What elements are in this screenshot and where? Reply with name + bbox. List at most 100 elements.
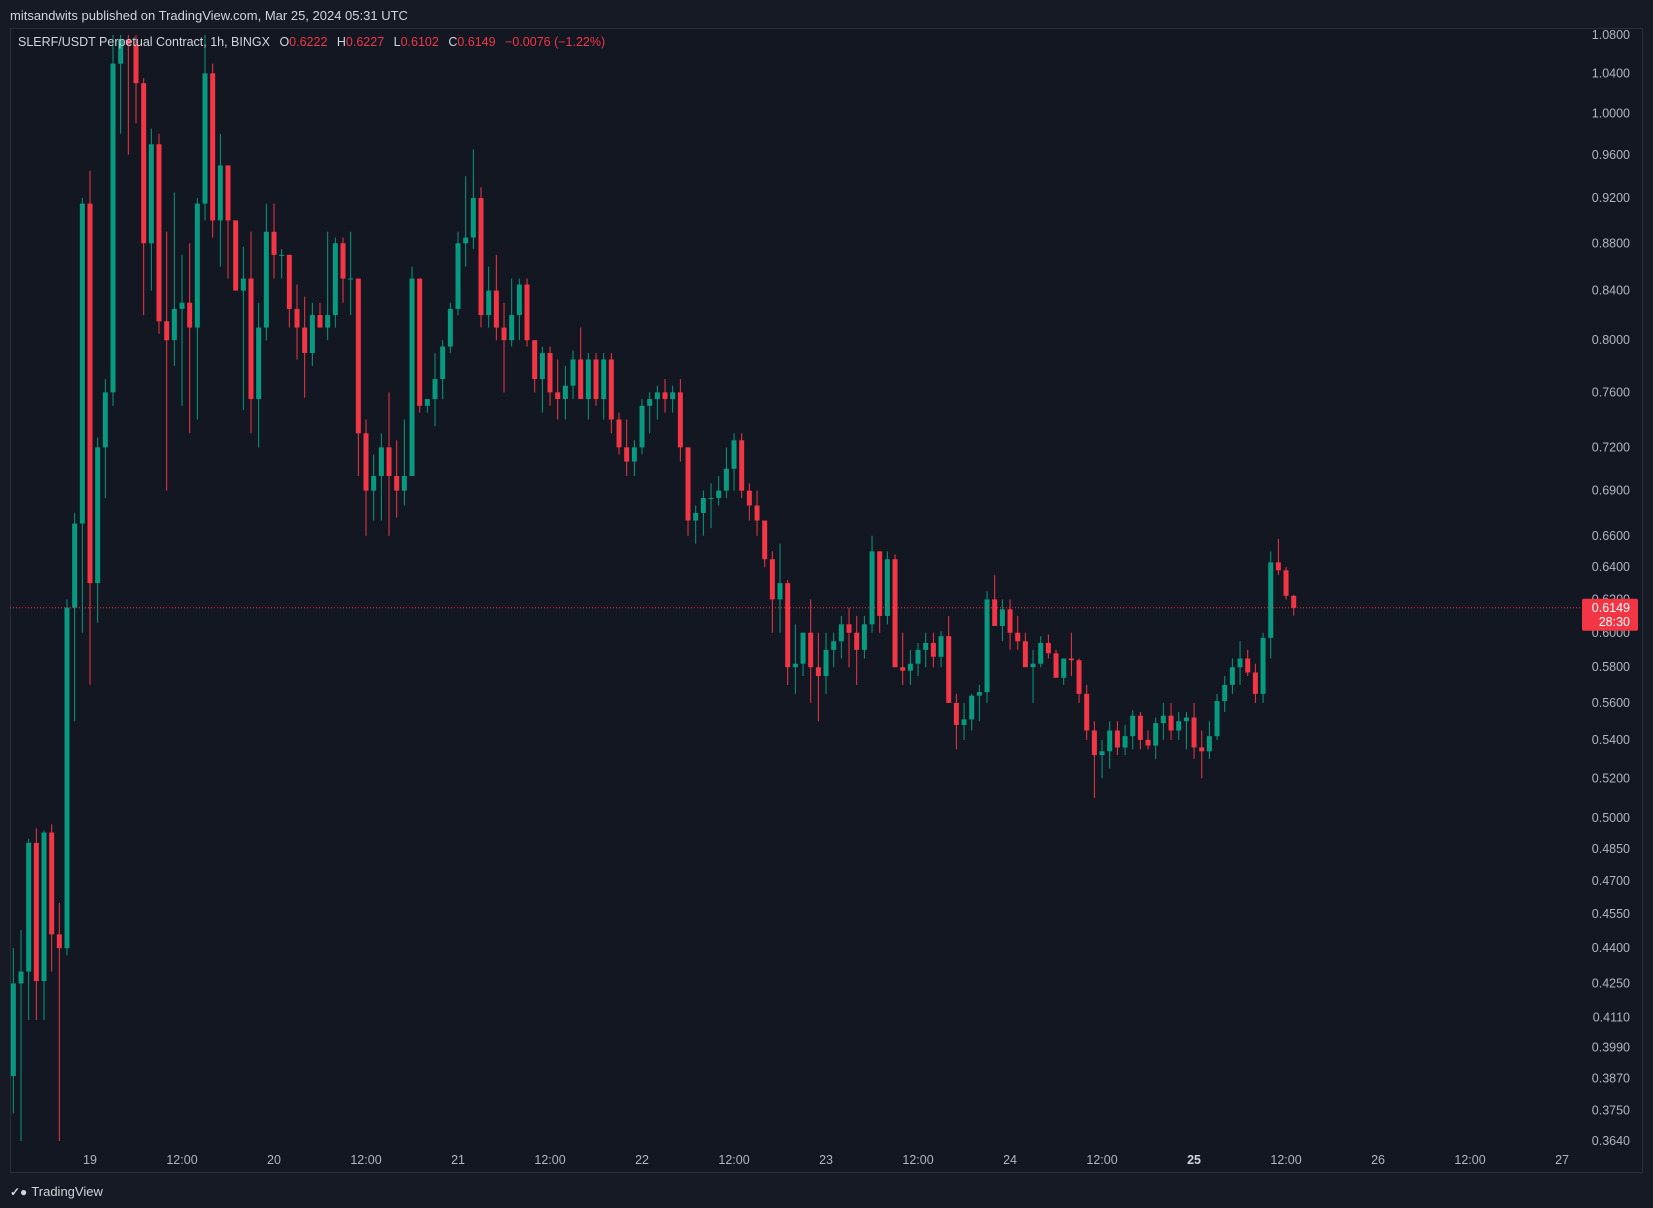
candle-body (654, 392, 660, 400)
symbol-title[interactable]: SLERF/USDT Perpetual Contract, 1h, BINGX (18, 35, 270, 49)
price-tick-label: 0.4700 (1592, 874, 1630, 888)
price-tick-label: 0.3640 (1592, 1134, 1630, 1148)
candle-body (18, 971, 24, 984)
candle-body (854, 632, 860, 650)
candle-body (984, 599, 990, 693)
candle (1222, 676, 1228, 713)
candle-body (501, 327, 507, 341)
candle (463, 176, 469, 267)
candle (861, 615, 867, 659)
price-tick-label: 0.4110 (1593, 1011, 1630, 1025)
candle-body (1145, 739, 1151, 746)
candle-body (378, 447, 384, 476)
candle (838, 615, 844, 659)
candle-body (1183, 717, 1189, 722)
price-tick-label: 0.8400 (1592, 284, 1630, 298)
candle-body (202, 73, 208, 204)
candle-body (1076, 660, 1082, 694)
candle (340, 237, 346, 303)
time-tick-label: 12:00 (534, 1153, 565, 1167)
candle-body (570, 359, 576, 386)
candle-body (217, 165, 223, 221)
legend-open-value: 0.6222 (289, 35, 328, 49)
chart-frame[interactable] (10, 28, 1643, 1173)
candle-body (263, 231, 269, 328)
candle-body (1091, 730, 1097, 756)
legend-close-label: C (448, 35, 458, 49)
candle-body (363, 433, 369, 491)
candle (87, 170, 93, 685)
candle (1015, 615, 1021, 650)
candle (953, 693, 959, 750)
candle (578, 327, 584, 400)
candle (815, 632, 821, 722)
candle-body (1222, 684, 1228, 702)
candle-body (286, 254, 292, 309)
candle (225, 165, 231, 279)
candle (26, 838, 32, 1020)
candle (739, 433, 745, 499)
candle (378, 433, 384, 521)
candle-body (509, 315, 515, 341)
candle-body (455, 243, 461, 309)
candle-body (64, 607, 70, 949)
price-axis[interactable]: 1.0800 1.0400 1.0000 0.9600 0.9200 0.8800 0.84… (1592, 28, 1630, 1148)
candle-body (1122, 736, 1128, 748)
tradingview-logo-icon: ✓● (10, 1185, 28, 1199)
candle-body (225, 165, 231, 221)
candle-body (386, 447, 392, 476)
candle (478, 187, 484, 328)
candle-body (118, 39, 124, 64)
candle (693, 505, 699, 544)
legend-low-value: 0.6102 (400, 35, 439, 49)
candle-body (1229, 667, 1235, 685)
candle (1183, 712, 1189, 750)
candle (869, 535, 875, 633)
candle (501, 302, 507, 393)
candle-body (1199, 747, 1205, 752)
candle (1114, 721, 1120, 756)
candle (164, 231, 170, 491)
candle-body (279, 254, 285, 256)
candle-body (716, 490, 722, 499)
candle (999, 599, 1005, 642)
candle (1245, 649, 1251, 677)
time-tick-label: 19 (83, 1153, 97, 1167)
candle (723, 447, 729, 499)
candle (210, 63, 216, 238)
price-tick-label: 0.8800 (1592, 236, 1630, 250)
candle (516, 278, 522, 341)
candle-body (348, 278, 354, 280)
candle (1061, 658, 1067, 685)
tradingview-logo[interactable]: ✓● TradingView (10, 1184, 103, 1199)
candle-body (562, 385, 568, 400)
price-tick-label: 0.4850 (1592, 842, 1630, 856)
candle (1237, 641, 1243, 685)
candle-body (969, 695, 975, 720)
price-tick-label: 0.9200 (1592, 191, 1630, 205)
candle-body (1252, 672, 1258, 694)
candle-body (1260, 637, 1266, 694)
candle-body (133, 44, 139, 84)
candle-body (946, 636, 952, 703)
candle-body (432, 379, 438, 400)
candle-body (424, 399, 430, 406)
candle-body (463, 237, 469, 244)
candle (639, 399, 645, 455)
candle-body (486, 290, 492, 316)
candle-body (953, 702, 959, 725)
candle-body (792, 663, 798, 668)
candle (762, 520, 768, 568)
candle (1206, 721, 1212, 759)
candle (1030, 649, 1036, 703)
candle (493, 254, 499, 341)
candle (64, 599, 70, 956)
candle (708, 483, 714, 529)
time-tick-label: 12:00 (166, 1153, 197, 1167)
candle (1122, 724, 1128, 756)
candle (877, 551, 883, 633)
time-axis[interactable]: 19 12:00 20 12:00 21 12:00 22 12:00 23 12:00 24 12:… (83, 1153, 1569, 1167)
candle-body (685, 447, 691, 521)
candle-body (777, 583, 783, 600)
